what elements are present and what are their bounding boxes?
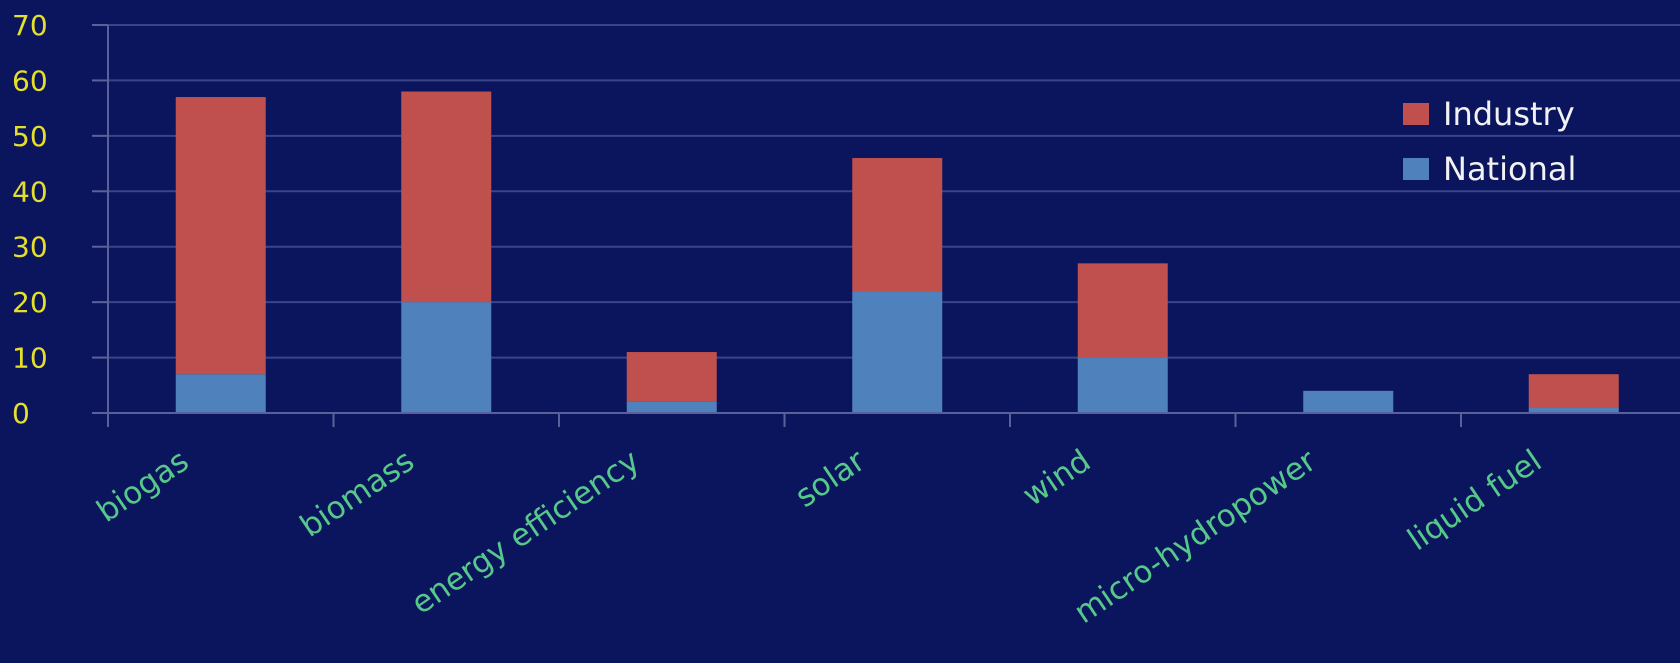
legend: Industry National xyxy=(1403,95,1576,188)
y-axis-tick-labels: 0 10 20 30 40 50 60 70 xyxy=(12,9,48,430)
y-tick-label: 20 xyxy=(12,286,48,319)
legend-label-industry: Industry xyxy=(1443,95,1575,133)
y-tick-label: 70 xyxy=(12,9,48,42)
bar-industry-biomass xyxy=(401,91,492,303)
y-tick-label: 60 xyxy=(12,64,48,97)
legend-swatch-national xyxy=(1403,158,1429,180)
y-tick-label: 0 xyxy=(12,397,30,430)
x-tick-label: energy efficiency xyxy=(405,443,646,622)
y-tick-label: 50 xyxy=(12,120,48,153)
x-tick-label: micro-hydropower xyxy=(1068,443,1323,631)
bar-national-wind xyxy=(1077,357,1168,413)
bar-industry-liquid-fuel xyxy=(1528,374,1619,408)
x-tick-label: liquid fuel xyxy=(1401,443,1548,558)
bar-national-energy-efficiency xyxy=(626,401,717,413)
x-tick-label: biomass xyxy=(294,443,421,545)
legend-swatch-industry xyxy=(1403,103,1429,125)
bar-national-biomass xyxy=(401,302,492,413)
y-tick-label: 30 xyxy=(12,231,48,264)
bar-industry-energy-efficiency xyxy=(626,352,717,402)
x-tick-label: solar xyxy=(789,443,872,515)
x-tick-label: wind xyxy=(1016,443,1097,514)
axes xyxy=(92,24,1680,427)
x-tick-label: biogas xyxy=(90,443,195,530)
y-tick-label: 40 xyxy=(12,175,48,208)
legend-label-national: National xyxy=(1443,150,1576,188)
bar-industry-solar xyxy=(852,158,943,292)
y-tick-label: 10 xyxy=(12,342,48,375)
bars xyxy=(175,91,1619,413)
bar-national-biogas xyxy=(175,374,266,413)
bar-national-micro-hydropower xyxy=(1303,390,1394,413)
bar-national-solar xyxy=(852,291,943,413)
bar-national-liquid-fuel xyxy=(1528,407,1619,413)
bar-industry-biogas xyxy=(175,97,266,375)
bar-industry-wind xyxy=(1077,263,1168,358)
